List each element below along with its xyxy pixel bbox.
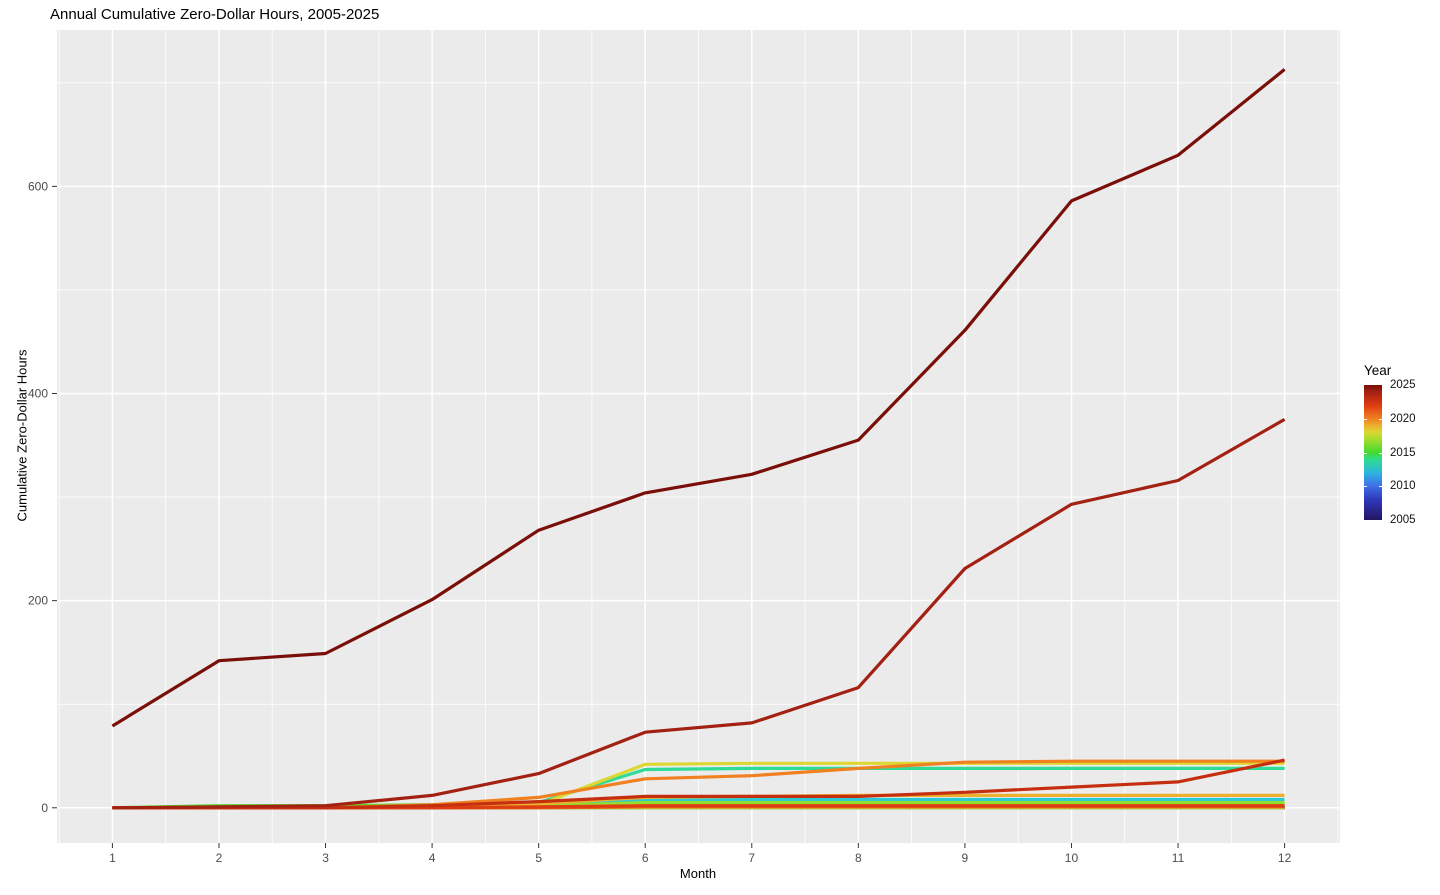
legend-tick-label: 2020	[1390, 412, 1416, 425]
y-tick-label: 200	[28, 594, 48, 608]
legend-tick-label: 2015	[1390, 446, 1416, 459]
legend-tick-mark	[1364, 452, 1367, 454]
legend-tick-label: 2010	[1390, 480, 1416, 493]
legend-tick-mark	[1379, 418, 1382, 420]
x-tick-label: 6	[642, 851, 649, 865]
x-tick-label: 2	[216, 851, 223, 865]
x-tick-label: 4	[429, 851, 436, 865]
legend-title: Year	[1364, 363, 1392, 378]
x-tick-label: 10	[1065, 851, 1079, 865]
x-tick-label: 7	[748, 851, 755, 865]
legend-tick-mark	[1364, 418, 1367, 420]
series-line-2025	[111, 68, 1286, 728]
x-tick-label: 11	[1172, 851, 1185, 865]
x-tick-label: 8	[855, 851, 862, 865]
legend-body: 2025 2020 2015 2010 2005	[1364, 379, 1416, 526]
chart-title: Annual Cumulative Zero-Dollar Hours, 200…	[50, 6, 380, 23]
legend-tick-label: 2025	[1390, 379, 1416, 391]
y-axis-title: Cumulative Zero-Dollar Hours	[14, 349, 30, 522]
y-tick-label: 600	[28, 179, 48, 193]
x-tick-label: 1	[109, 851, 116, 865]
legend-tick-mark	[1364, 486, 1367, 488]
x-tick-label: 12	[1278, 851, 1292, 865]
legend-tick-label: 2005	[1390, 514, 1416, 526]
x-tick-label: 9	[962, 851, 969, 865]
legend-tick-mark	[1379, 486, 1382, 488]
y-tick-label: 400	[28, 387, 48, 401]
y-tick-label: 0	[41, 801, 48, 815]
x-tick-label: 3	[322, 851, 329, 865]
legend-tick-mark	[1379, 452, 1382, 454]
x-tick-label: 5	[535, 851, 542, 865]
series-line-2024	[112, 418, 1286, 810]
x-axis-title: Month	[679, 866, 717, 881]
legend-gradient-bar	[1364, 385, 1382, 520]
series-line-2023	[112, 758, 1285, 810]
legend: Year 2025 2020 2015 2010 2005	[1364, 363, 1416, 526]
